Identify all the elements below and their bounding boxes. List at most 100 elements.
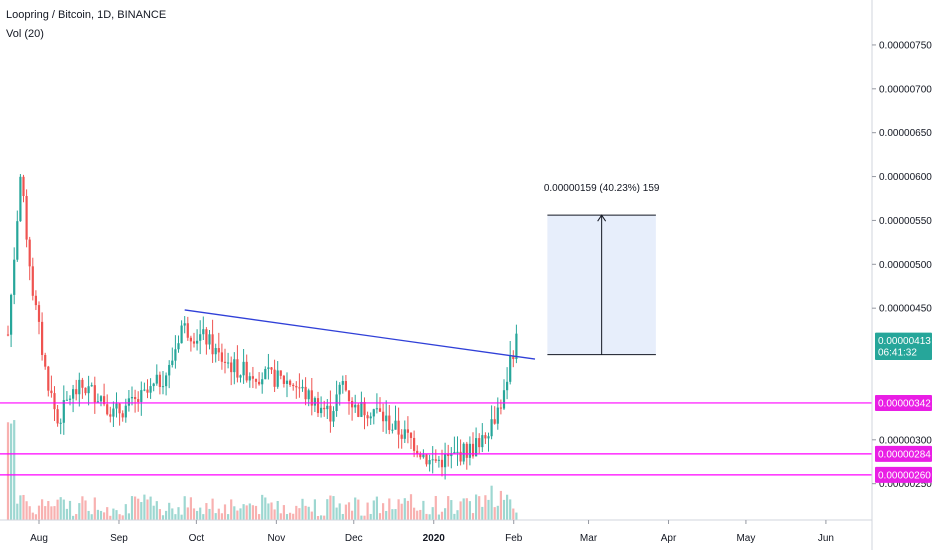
volume-bar xyxy=(19,495,22,520)
volume-bar xyxy=(462,498,465,520)
volume-bar xyxy=(65,508,68,520)
price-tick-label: 0.00000300 xyxy=(879,435,932,446)
candle-body xyxy=(354,404,357,408)
volume-bar xyxy=(465,498,468,520)
volume-bar xyxy=(481,506,484,520)
candle-body xyxy=(236,359,239,378)
volume-bar xyxy=(31,512,34,520)
volume-bar xyxy=(93,497,96,520)
candle-body xyxy=(152,383,155,387)
candle-body xyxy=(220,352,223,362)
volume-bar xyxy=(13,420,16,520)
candle-body xyxy=(366,415,369,419)
volume-bar xyxy=(372,500,375,520)
volume-bar xyxy=(103,512,106,520)
volume-indicator-label[interactable]: Vol (20) xyxy=(6,28,44,40)
candle-body xyxy=(261,379,264,385)
candle-body xyxy=(465,443,468,458)
chart-title: Loopring / Bitcoin, 1D, BINANCE xyxy=(6,9,167,21)
candle-body xyxy=(285,380,289,384)
candle-body xyxy=(326,405,329,410)
candle-body xyxy=(419,453,422,458)
volume-bar xyxy=(16,503,19,520)
candle-body xyxy=(214,348,217,355)
volume-bar xyxy=(81,496,84,520)
volume-bar xyxy=(239,508,242,520)
candle-body xyxy=(298,387,301,389)
candle-body xyxy=(158,374,161,387)
candle-body xyxy=(127,398,130,406)
candle-body xyxy=(487,436,490,439)
candle-body xyxy=(171,360,174,365)
volume-bar xyxy=(112,508,115,520)
candle-body xyxy=(180,325,183,344)
drawing-overlays[interactable]: 0.00000159 (40.23%) 159 xyxy=(0,183,872,476)
candle-body xyxy=(369,416,372,419)
candle-body xyxy=(484,435,487,439)
volume-bar xyxy=(267,503,270,520)
candle-body xyxy=(53,393,56,410)
candle-body xyxy=(363,401,366,416)
volume-bar xyxy=(471,513,475,520)
volume-bar xyxy=(456,510,459,520)
price-tag xyxy=(875,344,932,361)
candle-body xyxy=(338,384,341,395)
candle-body xyxy=(310,390,313,406)
candle-body xyxy=(258,381,261,385)
volume-bar xyxy=(323,515,326,520)
candle-body xyxy=(289,380,292,385)
volume-bar xyxy=(75,514,78,520)
candle-body xyxy=(493,419,496,424)
volume-bar xyxy=(413,507,416,520)
volume-bar xyxy=(214,513,217,520)
candle-body xyxy=(471,443,475,457)
volume-bar xyxy=(434,495,437,520)
volume-bar xyxy=(109,515,112,520)
price-tick-label: 0.00000650 xyxy=(879,128,932,139)
price-tag xyxy=(875,466,932,483)
time-tick-label: Apr xyxy=(661,533,677,544)
volume-bar xyxy=(118,514,121,520)
candle-body xyxy=(301,386,304,389)
volume-bar xyxy=(366,502,369,520)
candle-body xyxy=(413,437,416,451)
candle-body xyxy=(478,438,481,448)
volume-bar xyxy=(155,501,158,520)
candle-body xyxy=(450,453,453,457)
volume-bar xyxy=(146,499,149,520)
volume-bar xyxy=(202,514,205,520)
volume-bar xyxy=(47,501,50,520)
candle-body xyxy=(121,413,124,418)
volume-bar xyxy=(165,510,168,520)
candle-body xyxy=(112,408,115,417)
candle-body xyxy=(239,375,242,378)
volume-bar xyxy=(143,494,146,520)
volume-bar xyxy=(450,500,453,520)
candle-body xyxy=(360,401,363,417)
volume-bar xyxy=(468,501,471,520)
volume-bar xyxy=(34,514,37,520)
candle-body xyxy=(372,409,375,417)
candle-body xyxy=(34,295,37,306)
volume-bar xyxy=(171,508,174,520)
volume-bar xyxy=(320,515,323,520)
volume-bar xyxy=(124,504,127,520)
volume-bar xyxy=(329,495,332,520)
volume-bar xyxy=(273,509,276,520)
candle-body xyxy=(59,422,62,424)
price-tag-label: 0.00000413 xyxy=(878,336,931,347)
candle-body xyxy=(378,408,382,412)
volume-bar xyxy=(245,505,248,520)
volume-bar xyxy=(78,503,81,520)
volume-bar xyxy=(496,505,499,520)
candle-body xyxy=(143,389,146,391)
volume-bar xyxy=(382,503,385,520)
candle-body xyxy=(205,329,208,345)
candle-body xyxy=(134,397,137,400)
volume-bar xyxy=(400,503,403,520)
volume-bar xyxy=(205,503,208,520)
candle-body xyxy=(245,361,248,381)
candle-body xyxy=(357,404,360,417)
volume-bar xyxy=(341,513,344,520)
